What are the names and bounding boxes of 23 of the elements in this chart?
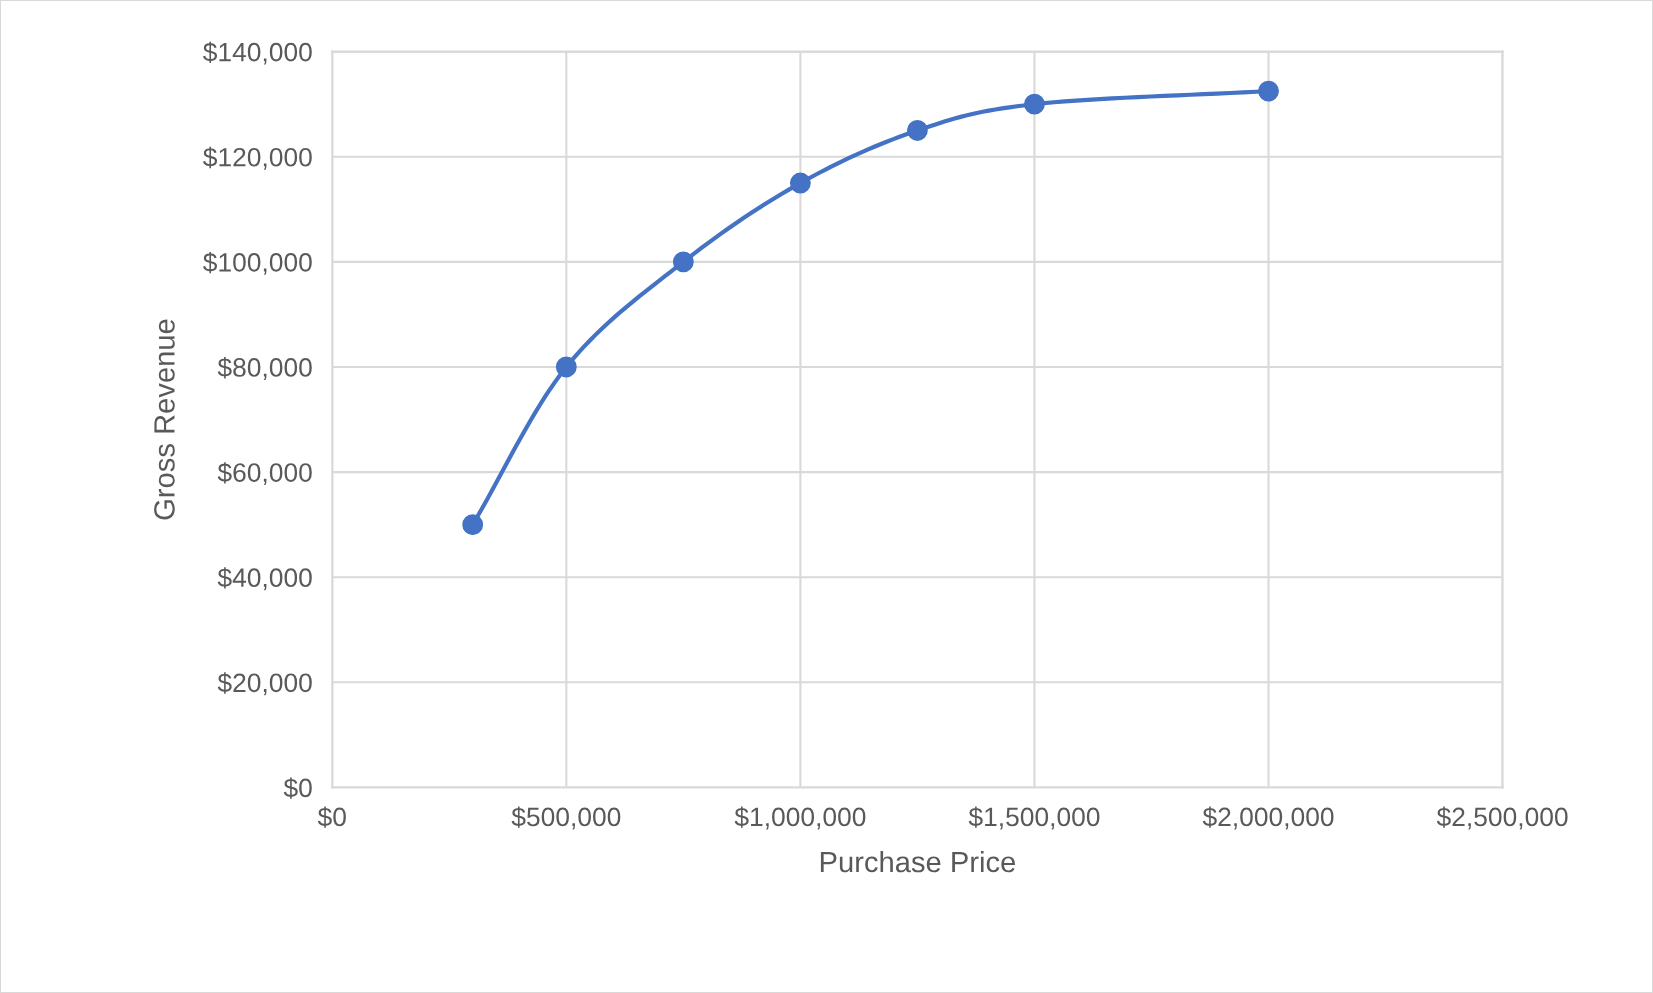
- x-tick-label: $2,500,000: [1436, 806, 1568, 830]
- point: [906, 120, 928, 141]
- y-tick-label: $40,000: [217, 567, 312, 591]
- y-tick-label: $60,000: [217, 462, 312, 486]
- x-axis-title: Purchase Price: [820, 850, 1016, 873]
- point: [789, 172, 811, 194]
- y-tick-label: $120,000: [203, 146, 312, 170]
- point: [1024, 93, 1045, 115]
- y-axis-title: Gross Revenue: [154, 319, 175, 520]
- y-tick-label: $80,000: [217, 357, 312, 380]
- point: [1258, 80, 1279, 102]
- x-tick-label: $0: [317, 806, 346, 828]
- x-tick-label: $1,000,000: [734, 806, 866, 830]
- x-tick-label: $2,000,000: [1202, 806, 1334, 830]
- y-tick-label: $100,000: [203, 251, 312, 275]
- x-tick-label: $500,000: [511, 806, 621, 830]
- y-tick-label: $20,000: [217, 672, 312, 696]
- y-tick-label: $0: [283, 777, 312, 799]
- x-tick-label: $1,500,000: [968, 806, 1100, 830]
- point: [672, 251, 694, 273]
- point: [462, 514, 484, 536]
- y-tick-label: $140,000: [203, 41, 312, 65]
- point: [555, 356, 577, 378]
